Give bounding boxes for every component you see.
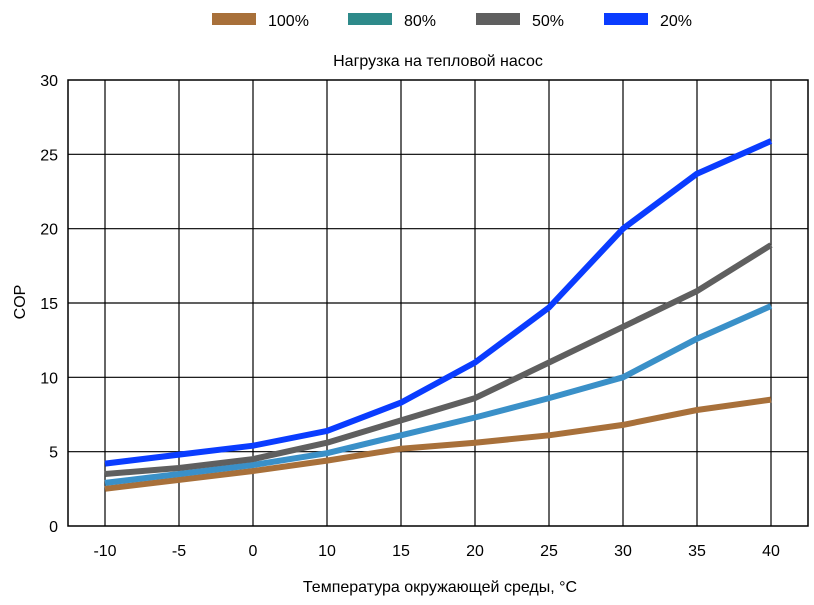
x-axis-ticks: -10 -5 0 10 15 20 25 30 35 40 bbox=[93, 543, 780, 560]
series-line-50pct bbox=[104, 242, 773, 477]
x-tick-label: 15 bbox=[392, 543, 410, 560]
legend-swatch bbox=[604, 13, 648, 25]
y-tick-label: 25 bbox=[40, 147, 58, 164]
series-lines bbox=[104, 138, 773, 492]
x-tick-label: 25 bbox=[540, 543, 558, 560]
legend-label: 100% bbox=[268, 13, 309, 30]
y-axis-title: COP bbox=[12, 285, 29, 320]
legend-swatch bbox=[212, 13, 256, 25]
plot-area bbox=[67, 79, 809, 527]
x-tick-label: 0 bbox=[249, 543, 258, 560]
y-tick-label: 10 bbox=[40, 370, 58, 387]
x-axis-title: Температура окружающей среды, °C bbox=[303, 579, 577, 596]
series-line-20pct bbox=[104, 138, 773, 467]
legend-label: 50% bbox=[532, 13, 564, 30]
series-line-80pct bbox=[104, 303, 773, 486]
y-axis-ticks: 0 5 10 15 20 25 30 bbox=[40, 73, 58, 536]
chart-subtitle: Нагрузка на тепловой насос bbox=[333, 53, 543, 70]
x-tick-label: 40 bbox=[762, 543, 780, 560]
y-tick-label: 15 bbox=[40, 296, 58, 313]
x-tick-label: 30 bbox=[614, 543, 632, 560]
y-tick-label: 5 bbox=[49, 445, 58, 462]
legend-label: 20% bbox=[660, 13, 692, 30]
y-tick-label: 0 bbox=[49, 519, 58, 536]
legend-label: 80% bbox=[404, 13, 436, 30]
x-tick-label: -5 bbox=[172, 543, 186, 560]
legend: 100% 80% 50% 20% bbox=[212, 13, 692, 30]
x-tick-label: 35 bbox=[688, 543, 706, 560]
legend-swatch bbox=[476, 13, 520, 25]
x-tick-label: 20 bbox=[466, 543, 484, 560]
x-tick-label: -10 bbox=[93, 543, 116, 560]
y-tick-label: 30 bbox=[40, 73, 58, 90]
legend-swatch bbox=[348, 13, 392, 25]
y-tick-label: 20 bbox=[40, 222, 58, 239]
x-tick-label: 10 bbox=[318, 543, 336, 560]
series-line-100pct bbox=[104, 396, 772, 492]
